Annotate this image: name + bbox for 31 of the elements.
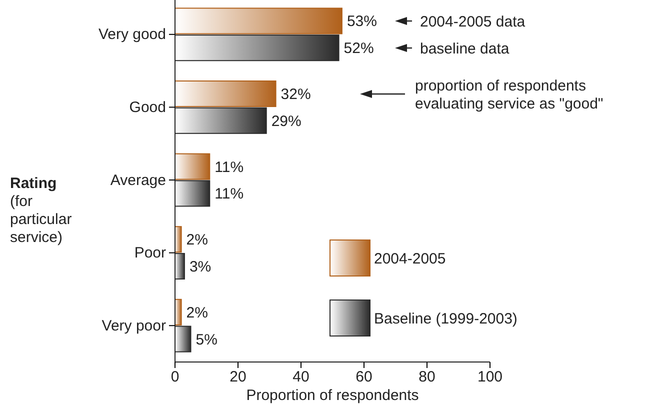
data-label: 29%: [271, 112, 302, 130]
annotation: proportion of respondents evaluating service as "good": [415, 77, 604, 112]
x-tick-label: 0: [170, 368, 180, 386]
x-axis-title: Proportion of respondents: [246, 387, 419, 404]
y-tick-label: Very poor: [102, 317, 166, 334]
bar: [174, 8, 342, 34]
y-axis-title: Rating (for particular service): [10, 175, 72, 246]
legend-label: Baseline (1999-2003): [374, 310, 518, 328]
x-tick-label: 100: [477, 368, 503, 386]
data-label: 53%: [346, 13, 377, 30]
bar: [174, 153, 210, 180]
y-tick-label: Good: [129, 99, 166, 116]
x-tick-label: 60: [356, 368, 372, 386]
x-tick-label: 20: [230, 368, 246, 386]
bar: [174, 80, 276, 108]
y-tick-label: Average: [110, 172, 166, 189]
data-label: 52%: [344, 40, 374, 58]
data-label: 2%: [186, 232, 208, 249]
data-label: 3%: [189, 258, 212, 276]
annotation: baseline data: [420, 40, 510, 58]
legend-label: 2004-2005: [374, 250, 446, 268]
data-label: 5%: [196, 331, 218, 348]
data-label: 32%: [280, 86, 311, 104]
x-tick-label: 80: [418, 368, 436, 386]
x-tick-label: 40: [292, 368, 310, 386]
data-label: 2%: [186, 304, 208, 322]
annotation: 2004-2005 data: [420, 13, 526, 30]
y-tick-label: Very good: [98, 26, 166, 44]
y-tick-label: Poor: [134, 244, 166, 262]
data-label: 11%: [214, 186, 244, 203]
data-label: 11%: [214, 158, 244, 176]
